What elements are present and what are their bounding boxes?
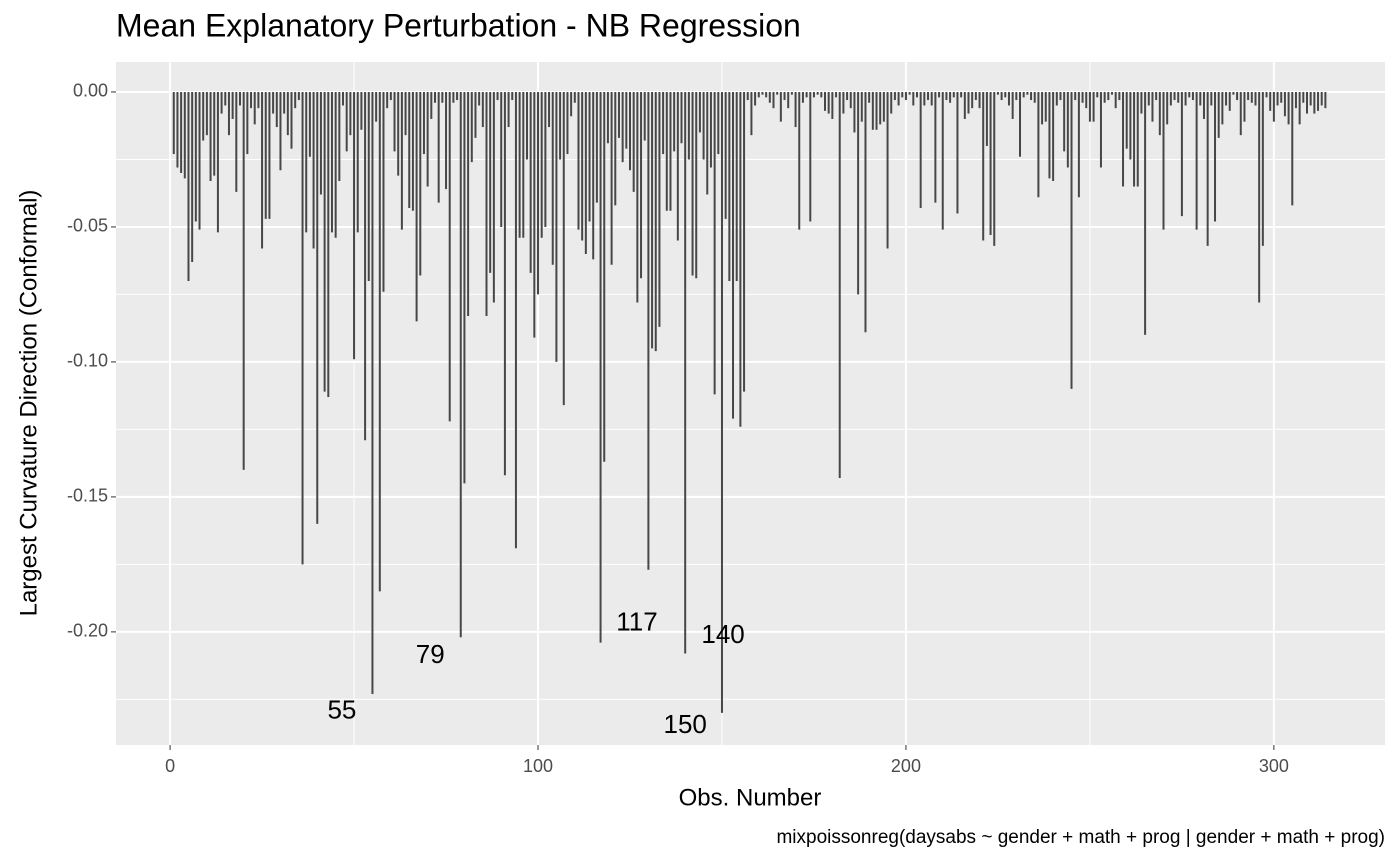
- y-tick-label: -0.15: [67, 486, 108, 506]
- x-tick-label: 300: [1259, 756, 1289, 776]
- chart-title: Mean Explanatory Perturbation - NB Regre…: [116, 7, 801, 43]
- annotation: 55: [327, 695, 356, 725]
- marks: [172, 91, 1327, 713]
- x-tick-label: 100: [523, 756, 553, 776]
- y-axis-title: Largest Curvature Direction (Conformal): [15, 190, 42, 617]
- annotation: 117: [616, 607, 657, 637]
- x-tick-label: 200: [891, 756, 921, 776]
- annotation: 79: [416, 639, 445, 669]
- y-tick-label: -0.10: [67, 351, 108, 371]
- x-tick-label: 0: [165, 756, 175, 776]
- annotation: 140: [701, 619, 744, 649]
- annotation: 150: [663, 709, 706, 739]
- y-tick-label: -0.20: [67, 621, 108, 641]
- y-tick-label: 0.00: [73, 81, 108, 101]
- y-tick-label: -0.05: [67, 216, 108, 236]
- caption: mixpoissonreg(daysabs ~ gender + math + …: [776, 827, 1385, 848]
- x-axis-title: Obs. Number: [679, 784, 822, 811]
